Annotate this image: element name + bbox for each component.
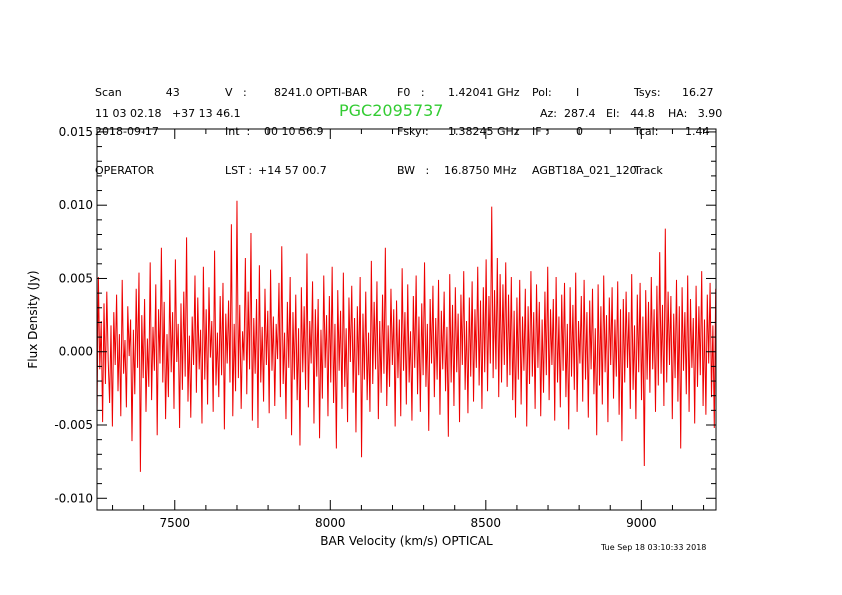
header-col5-labels: Tsys: Tcal: Track <box>634 60 663 190</box>
y-tick-label: -0.005 <box>54 418 93 432</box>
int-value: 00 10 56.9 <box>264 125 324 138</box>
scan-number: 43 <box>165 86 180 99</box>
tsys-label: Tsys: <box>634 86 661 99</box>
lst-label: LST : <box>225 164 253 177</box>
coordinates: 11 03 02.18 +37 13 46.1 <box>95 107 241 120</box>
track-label: Track <box>634 164 663 177</box>
bw-value: 16.8750 MHz <box>444 164 517 177</box>
hour-angle: HA: 3.90 <box>668 107 723 120</box>
header-col2-values: 8241.0 OPTI-BAR 00 10 56.9 +14 57 00.7 <box>258 60 368 190</box>
elevation: El: 44.8 <box>606 107 655 120</box>
header-col3-values: 1.42041 GHz 1.38245 GHz 16.8750 MHz <box>444 60 520 190</box>
tcal-label: Tcal: <box>634 125 659 138</box>
header-col5-values: 16.27 1.44 <box>682 60 714 151</box>
y-tick-label: 0.000 <box>59 345 93 359</box>
y-tick-label: 0.005 <box>59 271 93 285</box>
lst-value: +14 57 00.7 <box>258 164 327 177</box>
object-name: PGC2095737 <box>339 101 444 120</box>
int-label: Int : <box>225 125 251 138</box>
x-tick-label: 9000 <box>626 516 657 530</box>
x-tick-label: 8500 <box>471 516 502 530</box>
plot-timestamp: Tue Sep 18 03:10:33 2018 <box>601 543 707 552</box>
x-tick-label: 8000 <box>315 516 346 530</box>
y-tick-label: 0.010 <box>59 198 93 212</box>
header-col1: Scan 43 2018-09-17 OPERATOR <box>95 60 180 190</box>
trace-layer <box>96 200 717 472</box>
if-label: IF : <box>532 125 549 138</box>
header-col2-labels: V : Int : LST : <box>225 60 252 190</box>
tcal-value: 1.44 <box>685 125 710 138</box>
fsky-value: 1.38245 GHz <box>448 125 520 138</box>
spectrum-trace <box>96 200 717 472</box>
pol-label: Pol: <box>532 86 552 99</box>
project-id: AGBT18A_021_120 <box>532 164 637 177</box>
bw-label: BW : <box>397 164 430 177</box>
pol-value: I <box>576 86 580 99</box>
tsys-value: 16.27 <box>682 86 714 99</box>
obs-date: 2018-09-17 <box>95 125 159 138</box>
plot-frame <box>96 128 717 511</box>
ticks-layer: 7500 8000 8500 9000 -0.010 -0.005 0.000 0.005 0.… <box>54 125 716 530</box>
header-col4-labels: Pol: IF : AGBT18A_021_120 <box>532 60 637 190</box>
x-tick-label: 7500 <box>159 516 190 530</box>
velocity-label: V : <box>225 86 247 99</box>
velocity-value: 8241.0 OPTI-BAR <box>274 86 368 99</box>
fsky-label: Fsky : <box>397 125 429 138</box>
f0-value: 1.42041 GHz <box>448 86 520 99</box>
f0-label: F0 : <box>397 86 425 99</box>
scan-label: Scan <box>95 86 122 99</box>
header-col3-labels: F0 : Fsky : BW : <box>397 60 429 190</box>
operator-label: OPERATOR <box>95 164 155 177</box>
y-tick-label: -0.010 <box>54 491 93 505</box>
x-axis-title: BAR Velocity (km/s) OPTICAL <box>320 534 493 548</box>
y-axis-title: Flux Density (Jy) <box>26 270 40 368</box>
azimuth: Az: 287.4 <box>540 107 596 120</box>
y-tick-label: 0.015 <box>59 125 93 139</box>
